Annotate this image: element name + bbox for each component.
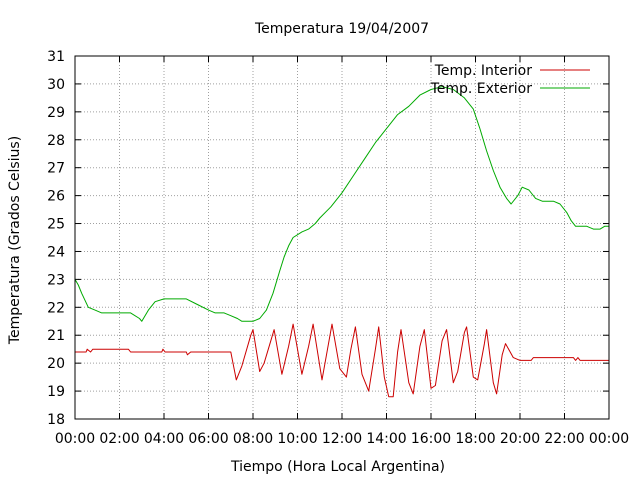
y-tick-label: 19 bbox=[47, 384, 65, 400]
y-tick-label: 18 bbox=[47, 412, 65, 428]
legend: Temp. Interior Temp. Exterior bbox=[430, 63, 590, 97]
y-tick-label: 26 bbox=[47, 189, 65, 205]
y-tick-label: 28 bbox=[47, 133, 65, 149]
x-tick-label: 02:00 bbox=[99, 431, 139, 447]
y-axis-label: Temperatura (Grados Celsius) bbox=[7, 136, 23, 345]
y-tick-label: 24 bbox=[47, 244, 65, 260]
y-tick-label: 31 bbox=[47, 49, 65, 65]
x-tick-label: 18:00 bbox=[455, 431, 495, 447]
y-tick-label: 30 bbox=[47, 77, 65, 93]
x-tick-label: 20:00 bbox=[500, 431, 540, 447]
x-tick-label: 14:00 bbox=[366, 431, 406, 447]
legend-label-interior: Temp. Interior bbox=[434, 63, 533, 79]
x-tick-label: 04:00 bbox=[144, 431, 184, 447]
x-tick-label: 06:00 bbox=[188, 431, 228, 447]
x-tick-label: 16:00 bbox=[411, 431, 451, 447]
x-tick-label: 08:00 bbox=[233, 431, 273, 447]
plot-frame bbox=[74, 55, 610, 420]
y-tick-label: 27 bbox=[47, 161, 65, 177]
x-tick-label: 10:00 bbox=[277, 431, 317, 447]
legend-label-exterior: Temp. Exterior bbox=[430, 81, 533, 97]
chart-title: Temperatura 19/04/2007 bbox=[254, 21, 429, 37]
tick-labels: 00:00 02:00 04:00 06:00 08:00 10:00 12:00 14:00… bbox=[47, 49, 629, 447]
y-tick-label: 22 bbox=[47, 300, 65, 316]
y-tick-label: 21 bbox=[47, 328, 65, 344]
y-tick-label: 23 bbox=[47, 272, 65, 288]
y-tick-label: 25 bbox=[47, 217, 65, 233]
series-lines bbox=[74, 86, 609, 398]
x-tick-label: 22:00 bbox=[544, 431, 584, 447]
y-tick-label: 20 bbox=[47, 356, 65, 372]
x-tick-label: 00:00 bbox=[55, 431, 95, 447]
x-tick-label: 00:00 bbox=[589, 431, 629, 447]
grid bbox=[75, 56, 609, 419]
series-line-exterior bbox=[74, 86, 609, 322]
x-tick-label: 12:00 bbox=[322, 431, 362, 447]
y-tick-label: 29 bbox=[47, 105, 65, 121]
series-line-interior bbox=[75, 323, 609, 398]
x-axis-label: Tiempo (Hora Local Argentina) bbox=[230, 459, 445, 475]
